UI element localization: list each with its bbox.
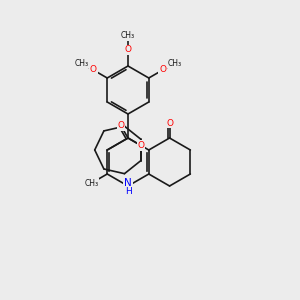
Text: O: O <box>124 46 131 55</box>
Text: H: H <box>124 187 131 196</box>
Text: O: O <box>90 65 97 74</box>
Text: N: N <box>124 178 132 188</box>
Text: O: O <box>118 122 124 130</box>
Text: O: O <box>137 141 145 150</box>
Text: CH₃: CH₃ <box>85 178 99 188</box>
Text: CH₃: CH₃ <box>168 58 182 68</box>
Text: CH₃: CH₃ <box>74 58 88 68</box>
Text: O: O <box>166 118 173 127</box>
Text: CH₃: CH₃ <box>121 32 135 40</box>
Text: O: O <box>159 65 166 74</box>
